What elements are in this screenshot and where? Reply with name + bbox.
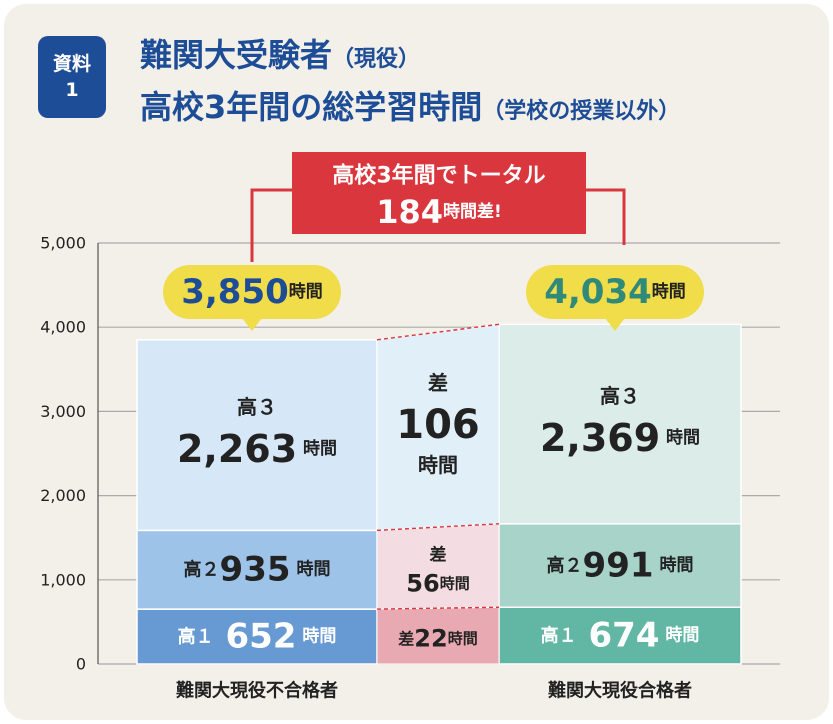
segment-unit: 時間 — [297, 438, 337, 459]
segment-label-g3: 2,263 時間 — [177, 427, 337, 471]
badge-label: 資料 — [52, 53, 91, 75]
y-tick-label: 0 — [76, 655, 86, 674]
difference-connector-1 — [376, 606, 500, 610]
bar-segment-3 — [136, 339, 378, 532]
callout-line1: 高校3年間でトータル — [332, 163, 545, 189]
bubble-pointer — [242, 318, 262, 331]
y-tick-label: 4,000 — [40, 318, 86, 337]
y-tick-label: 1,000 — [40, 570, 86, 589]
segment-value: 991 — [583, 546, 654, 586]
difference-prefix: 差 — [398, 629, 414, 648]
segment-unit: 時間 — [660, 427, 700, 448]
segment-label-g2: 高２935 時間 — [184, 550, 331, 590]
bar-segment-1 — [136, 608, 378, 665]
series-name: 高１ — [541, 624, 577, 646]
y-tick-label: 3,000 — [40, 402, 86, 421]
segment-value: 652 — [214, 617, 297, 657]
title-paren-1: （現役） — [332, 47, 421, 72]
title-main-2: 高校3年間の総学習時間 — [140, 88, 483, 126]
bar-segment-1 — [498, 606, 742, 665]
difference-value: 56 — [406, 570, 439, 598]
segment-label-g2: 高２991 時間 — [547, 546, 694, 586]
segment-value: 674 — [577, 616, 660, 656]
difference-label-g1: 差22時間 — [398, 625, 477, 653]
title-main-1: 難関大受験者 — [140, 36, 333, 74]
difference-unit-g3: 時間 — [418, 453, 458, 477]
series-name: 高２ — [547, 554, 583, 576]
segment-value: 2,369 — [540, 416, 660, 460]
total-bubble — [163, 265, 341, 319]
bubble-pointer — [605, 318, 625, 331]
difference-unit: 時間 — [440, 575, 470, 593]
total-unit: 時間 — [289, 281, 323, 302]
segment-series-name-g3: 高３ — [600, 384, 640, 408]
segment-label-g3: 2,369 時間 — [540, 416, 700, 460]
segment-unit: 時間 — [654, 555, 694, 576]
bar-segment-2 — [498, 523, 742, 608]
segment-unit: 時間 — [296, 626, 336, 647]
callout-bracket-left — [250, 188, 292, 262]
segment-value: 935 — [220, 550, 291, 590]
difference-connector-2 — [376, 523, 500, 532]
series-name: 高２ — [184, 558, 220, 580]
difference-prefix-g2: 差 — [430, 545, 447, 566]
callout-line2: 184時間差! — [376, 193, 502, 231]
category-label: 難関大現役合格者 — [548, 680, 692, 702]
chart-title-line1: 難関大受験者（現役） — [140, 30, 420, 76]
category-label: 難関大現役不合格者 — [176, 680, 338, 702]
difference-prefix-g3: 差 — [428, 371, 448, 395]
callout-unit: 時間差! — [443, 201, 502, 222]
difference-value: 22 — [414, 625, 447, 653]
segment-unit: 時間 — [291, 559, 331, 580]
difference-value-g3: 106 — [396, 402, 480, 448]
badge-number: 1 — [65, 79, 79, 101]
total-label: 3,850時間 — [181, 272, 323, 312]
segment-label-g1: 高１ 652 時間 — [178, 617, 337, 657]
total-bubble — [526, 265, 704, 319]
bar-segment-3 — [498, 323, 742, 525]
total-label: 4,034時間 — [544, 272, 686, 312]
difference-unit: 時間 — [448, 630, 478, 648]
series-name: 高１ — [178, 625, 214, 647]
segment-series-name-g3: 高３ — [237, 395, 277, 419]
total-value: 4,034 — [544, 272, 652, 312]
callout-bracket-right — [586, 188, 626, 245]
y-tick-label: 5,000 — [40, 234, 86, 253]
segment-value: 2,263 — [177, 427, 297, 471]
difference-callout — [292, 152, 586, 234]
title-paren-2: （学校の授業以外） — [482, 99, 681, 124]
segment-label-g1: 高１ 674 時間 — [541, 616, 700, 656]
y-tick-label: 2,000 — [40, 486, 86, 505]
total-unit: 時間 — [652, 281, 686, 302]
callout-value: 184 — [376, 193, 443, 231]
figure-badge: 資料 1 — [38, 36, 106, 118]
difference-label-g2: 56時間 — [406, 570, 469, 598]
segment-unit: 時間 — [659, 625, 699, 646]
total-value: 3,850 — [181, 272, 289, 312]
chart-title-line2: 高校3年間の総学習時間（学校の授業以外） — [140, 82, 680, 128]
